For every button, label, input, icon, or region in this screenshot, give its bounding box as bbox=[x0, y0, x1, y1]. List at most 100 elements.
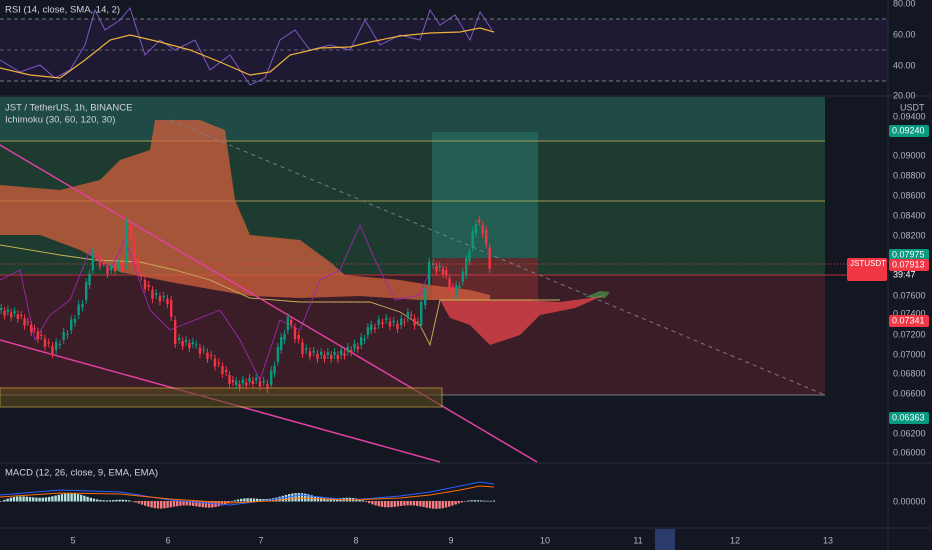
candle-body bbox=[98, 258, 102, 267]
candle-body bbox=[424, 289, 427, 305]
macd-bar bbox=[492, 500, 496, 502]
macd-bar bbox=[83, 495, 86, 502]
macd-bar bbox=[220, 501, 224, 506]
candle-body bbox=[20, 315, 23, 316]
macd-bar bbox=[428, 501, 432, 509]
price-axis-label: 0.06000 bbox=[893, 447, 926, 457]
ichimoku-cloud-future bbox=[440, 295, 605, 345]
price-axis-label: 0.07600 bbox=[893, 290, 926, 300]
candle-body bbox=[465, 258, 468, 275]
macd-bar bbox=[182, 501, 185, 506]
macd-bar bbox=[368, 501, 371, 504]
macd-bar bbox=[240, 498, 243, 502]
macd-bar bbox=[380, 501, 384, 507]
price-axis-label: 0.09400 bbox=[893, 111, 926, 121]
macd-bar bbox=[448, 501, 451, 507]
candle-body bbox=[343, 353, 346, 356]
macd-bar bbox=[243, 498, 246, 502]
macd-bar bbox=[140, 501, 144, 505]
macd-bar bbox=[480, 500, 483, 502]
macd-bar bbox=[169, 501, 172, 508]
candle-body bbox=[174, 320, 177, 344]
macd-bar bbox=[457, 501, 460, 504]
candle-body bbox=[181, 341, 184, 346]
price-axis-label: 0.08600 bbox=[893, 190, 926, 200]
macd-bar bbox=[291, 493, 294, 502]
macd-bar bbox=[460, 501, 464, 503]
candle-body bbox=[410, 315, 413, 316]
macd-bar bbox=[304, 493, 307, 502]
candle-body bbox=[403, 321, 406, 323]
candle-body bbox=[91, 252, 95, 270]
rsi-axis-label: 60.00 bbox=[893, 29, 916, 39]
candle-body bbox=[162, 295, 165, 298]
macd-bar bbox=[96, 499, 99, 502]
macd-bar bbox=[259, 498, 262, 502]
candle-body bbox=[396, 323, 399, 329]
candle-body bbox=[312, 350, 315, 353]
candle-body bbox=[297, 335, 300, 340]
candle-body bbox=[373, 327, 377, 329]
candle-body bbox=[458, 285, 461, 289]
macd-bar bbox=[211, 501, 214, 508]
macd-bar bbox=[131, 501, 134, 502]
candle-body bbox=[155, 293, 158, 295]
macd-bar bbox=[188, 501, 192, 506]
candle-body bbox=[385, 318, 388, 320]
macd-bar bbox=[249, 498, 252, 502]
price-tag-label: 0.07341 bbox=[892, 315, 925, 325]
candle-body bbox=[33, 328, 36, 330]
macd-bar bbox=[128, 500, 131, 502]
candle-body bbox=[428, 262, 431, 285]
time-label: 7 bbox=[258, 535, 263, 545]
ichimoku-cloud-green bbox=[585, 291, 610, 298]
candle-body bbox=[448, 278, 451, 291]
candle-body bbox=[231, 380, 235, 382]
macd-bar bbox=[444, 501, 448, 508]
candle-body bbox=[184, 340, 188, 342]
price-tag bbox=[889, 259, 929, 271]
candle-body bbox=[305, 348, 308, 350]
candle-body bbox=[286, 317, 290, 330]
candle-body bbox=[280, 337, 283, 350]
candle-body bbox=[147, 285, 150, 287]
macd-bar bbox=[6, 498, 9, 502]
macd-bar bbox=[262, 499, 265, 502]
macd-bar bbox=[364, 501, 368, 502]
rsi-axis-label: 20.00 bbox=[893, 90, 916, 100]
candle-body bbox=[435, 266, 438, 272]
candle-body bbox=[88, 274, 91, 285]
macd-bar bbox=[176, 501, 179, 507]
candle-body bbox=[266, 383, 269, 389]
candle-body bbox=[121, 266, 124, 269]
candle-body bbox=[485, 230, 488, 245]
candle-body bbox=[432, 263, 435, 265]
symbol-tag bbox=[847, 258, 887, 281]
macd-bar bbox=[438, 501, 441, 509]
time-label: 5 bbox=[70, 535, 75, 545]
candle-body bbox=[6, 309, 10, 312]
chikou-line bbox=[0, 223, 431, 382]
time-label: 9 bbox=[448, 535, 453, 545]
macd-bar bbox=[86, 496, 89, 502]
candle-body bbox=[110, 265, 113, 270]
candle-body bbox=[43, 338, 47, 347]
candle-body bbox=[363, 339, 366, 340]
macd-bar bbox=[51, 496, 54, 502]
candle-body bbox=[47, 342, 50, 344]
candle-body bbox=[16, 314, 20, 319]
macd-bar bbox=[476, 500, 480, 502]
candle-body bbox=[113, 268, 117, 272]
macd-bar bbox=[67, 493, 70, 502]
candle-body bbox=[262, 380, 265, 383]
macd-axis-label: 0.00000 bbox=[893, 496, 926, 506]
macd-bar bbox=[390, 501, 393, 508]
macd-bar bbox=[192, 501, 195, 506]
macd-bar bbox=[320, 497, 323, 502]
macd-bar bbox=[147, 501, 150, 507]
candle-body bbox=[13, 311, 16, 314]
macd-bar bbox=[387, 501, 390, 508]
candle-body bbox=[392, 320, 395, 323]
candle-body bbox=[478, 220, 481, 222]
